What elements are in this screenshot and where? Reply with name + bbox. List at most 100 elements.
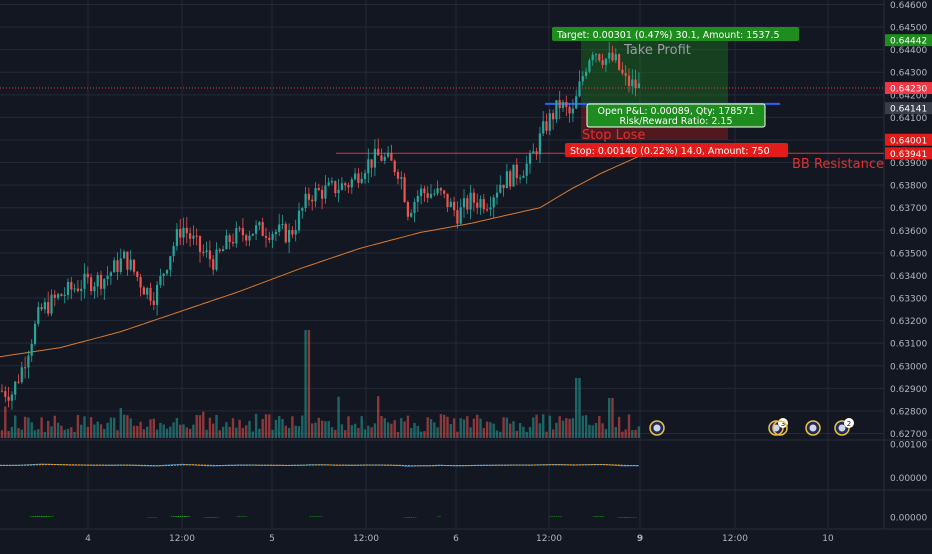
pnl-line1: Open P&L: 0.00089, Qty: 178571 (598, 106, 755, 117)
candle-body (169, 256, 172, 270)
volume-bar (459, 418, 462, 438)
volume-bar (43, 431, 47, 438)
candle-body (462, 198, 466, 208)
volume-bar (489, 422, 492, 438)
candle-body (429, 193, 433, 198)
volume-bar (76, 414, 80, 438)
volume-bar (142, 429, 146, 438)
candle-body (387, 152, 390, 157)
candle-body (334, 181, 337, 194)
candle-body (251, 233, 254, 236)
histogram-bar (49, 516, 52, 517)
candle-body (400, 177, 403, 179)
volume-bar (136, 425, 139, 438)
candle-body (152, 300, 155, 305)
candle-body (502, 184, 505, 189)
moving-average-line (0, 155, 641, 358)
histogram-bar (186, 516, 188, 517)
volume-bar (436, 427, 439, 438)
event-marker-dot (772, 424, 780, 432)
volume-bar (443, 414, 446, 438)
candle-body (416, 196, 419, 202)
candle-body (634, 79, 637, 89)
candle-body (212, 259, 215, 270)
candle-body (456, 210, 459, 224)
candle-body (245, 235, 248, 241)
candle-body (231, 242, 235, 244)
candle-body (57, 294, 60, 298)
candle-body (406, 202, 409, 217)
candle-body (439, 188, 442, 191)
event-badge-count: 2 (847, 420, 851, 428)
candle-body (568, 106, 571, 114)
candle-body (317, 187, 320, 190)
candle-body (347, 185, 350, 188)
event-badge (844, 418, 854, 428)
volume-bar (528, 427, 532, 438)
volume-bar (505, 417, 509, 438)
trade-annotations[interactable]: Target: 0.00301 (0.47%) 30.1, Amount: 15… (552, 27, 884, 172)
volume-bar (47, 420, 50, 438)
candle-body (532, 151, 535, 154)
volume-bar (165, 428, 169, 438)
volume-bar (400, 418, 403, 438)
histogram-bar (626, 517, 628, 518)
candle-body (149, 287, 152, 301)
volume-bar (383, 418, 386, 438)
volume-bar (208, 417, 212, 438)
volume-bar (584, 415, 588, 438)
histogram-bar (52, 516, 54, 517)
candle-body (238, 228, 241, 230)
axes: 0.64600 0.64500 0.64400 0.64300 0.64200 0.641… (85, 1, 932, 544)
time-tick-label: 12:00 (353, 534, 379, 544)
volume-bar (4, 406, 7, 438)
candle-body (307, 193, 310, 200)
price-label-tag (885, 147, 932, 160)
volume-bar (337, 396, 340, 438)
histogram-bar (318, 516, 320, 517)
volume-bar (555, 422, 558, 438)
volume-bar (23, 416, 27, 438)
price-tick-label: 0.63000 (890, 362, 927, 372)
volume-bar (212, 423, 215, 438)
candle-body (129, 259, 132, 270)
candle-body (627, 75, 631, 87)
histogram-bar (597, 516, 600, 517)
histogram-bar (406, 517, 408, 518)
candle-body (519, 177, 522, 179)
candle-body (594, 54, 598, 56)
candle-body (80, 288, 83, 292)
candle-body (581, 76, 584, 82)
histogram-bar (553, 516, 556, 517)
volume-bar (56, 422, 60, 438)
histogram-bar (239, 516, 241, 517)
volume-bar (27, 417, 30, 438)
candle-body (561, 101, 565, 109)
time-tick-label: 5 (269, 534, 275, 544)
volume-bar (581, 415, 584, 438)
volume-bar (608, 398, 611, 438)
candle-body (139, 277, 142, 288)
volume-bar (152, 418, 155, 438)
candle-body (274, 231, 277, 235)
volume-bar (377, 396, 380, 438)
candle-body (205, 250, 208, 252)
volume-bar (106, 422, 109, 438)
candle-body (284, 224, 287, 243)
volume-bar (515, 430, 518, 438)
volume-bar (175, 417, 179, 438)
histogram-bar (621, 517, 624, 518)
volume-bar (360, 416, 363, 438)
candle-body (340, 183, 343, 190)
candle-body (354, 173, 357, 180)
candle-body (453, 201, 456, 211)
candle-body (50, 294, 53, 314)
candle-body (179, 229, 182, 238)
volume-bar (598, 415, 601, 438)
moving-average (0, 155, 641, 358)
target-box-text: Target: 0.00301 (0.47%) 30.1, Amount: 15… (556, 30, 780, 41)
